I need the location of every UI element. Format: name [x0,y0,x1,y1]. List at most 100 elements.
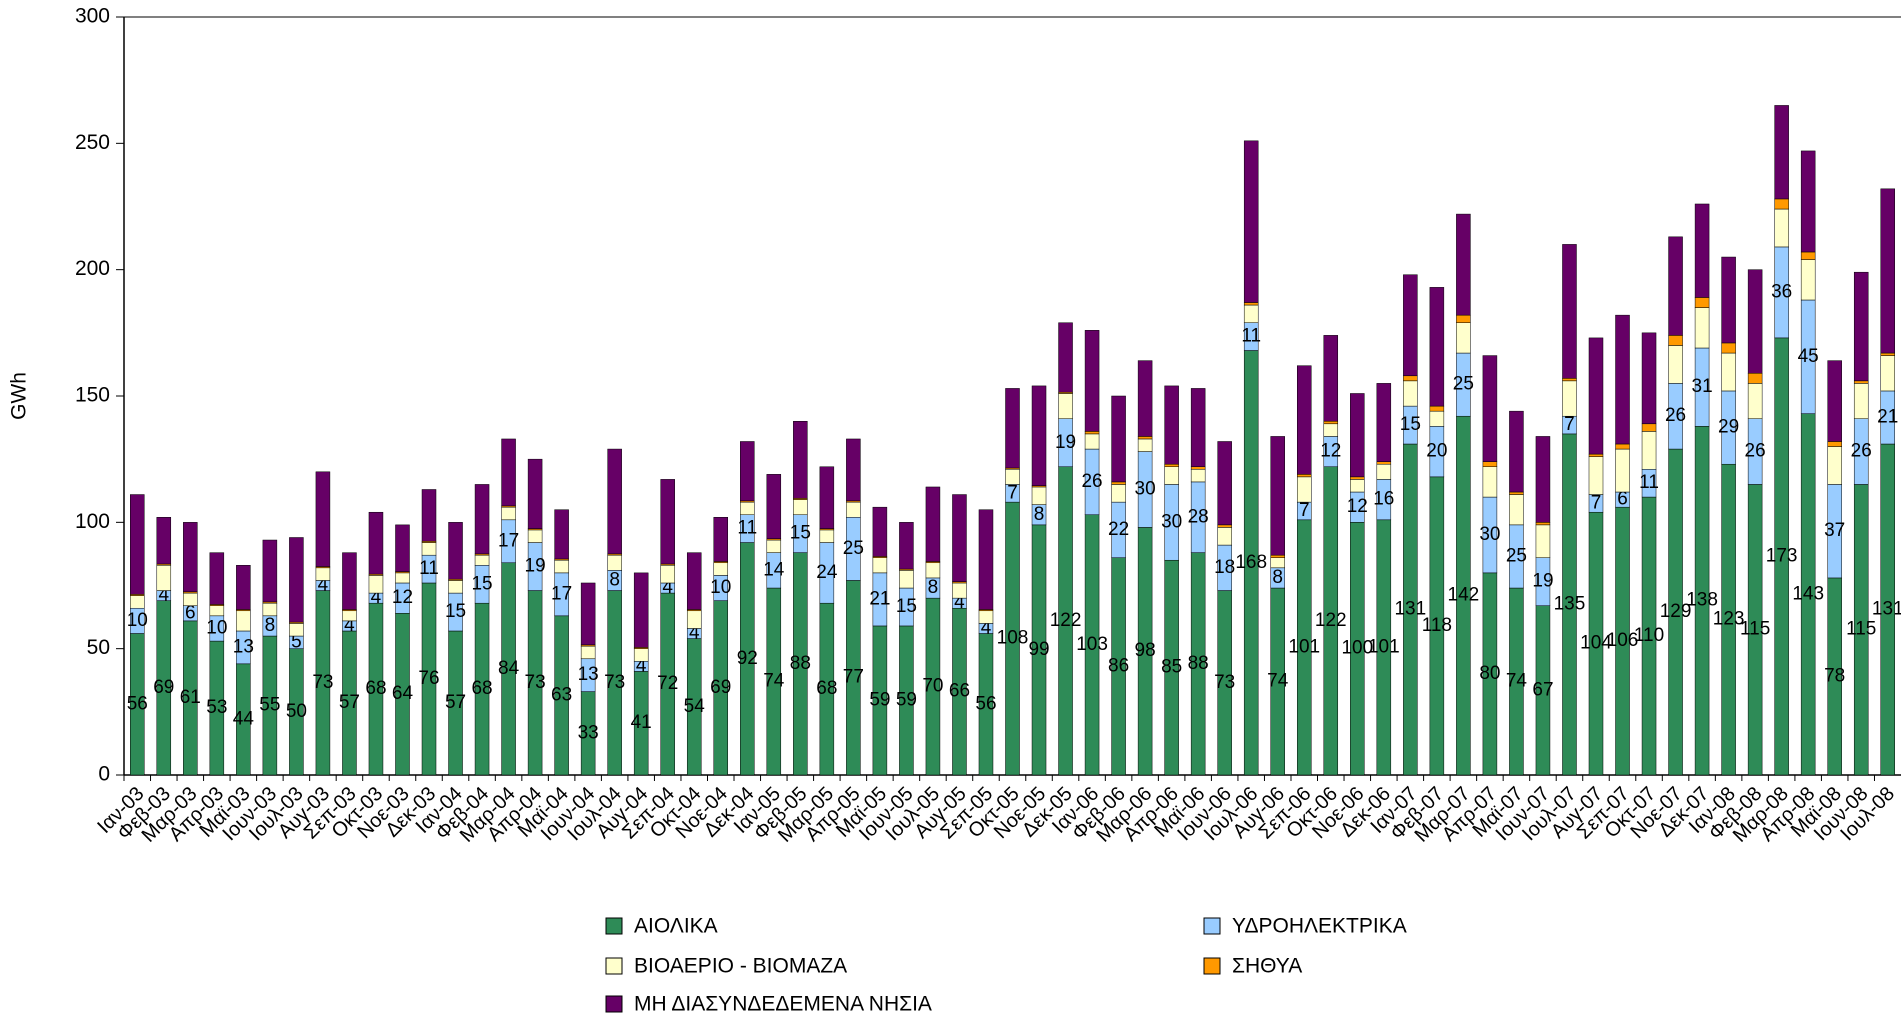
bar-segment [395,572,410,584]
bar-segment [1323,423,1339,437]
data-label: 66 [949,681,970,702]
data-label: 26 [1851,441,1872,462]
data-label: 5 [291,631,302,652]
data-label: 17 [551,583,572,604]
data-label: 99 [1028,639,1049,660]
data-label: 19 [525,556,546,577]
legend-label: ΒΙΟΑΕΡΙΟ - ΒΙΟΜΑΖΑ [634,955,847,978]
bar-segment [474,554,490,566]
data-label: 57 [339,692,360,713]
bar-segment [686,610,702,629]
data-label: 19 [1055,432,1076,453]
bar-segment [1668,335,1683,346]
bar-segment [846,501,861,518]
bar-segment [1668,236,1683,336]
bar-segment [1270,436,1285,556]
y-tick-label: 250 [75,131,110,154]
data-label: 168 [1235,552,1267,573]
data-label: 108 [997,628,1029,649]
bar-segment [421,542,437,556]
bar-segment [130,595,145,609]
bar-segment [660,479,675,565]
bar-segment [1721,352,1736,392]
bar-segment [766,539,782,553]
data-label: 15 [1400,414,1421,435]
bar-segment [448,522,463,580]
bar-segment [1084,433,1100,450]
data-label: 4 [981,617,992,638]
bar-segment [1747,383,1763,419]
bar-segment [1350,393,1365,478]
data-label: 73 [312,672,333,693]
bar-segment [1429,410,1445,427]
bar-segment [1058,393,1073,419]
data-label: 10 [127,610,148,631]
bar-segment [1084,330,1100,432]
data-label: 15 [896,596,917,617]
legend-swatch [605,995,623,1013]
data-label: 15 [445,601,466,622]
bar-segment [1456,322,1471,354]
bar-segment [1429,287,1445,407]
bar-segment [315,567,331,581]
data-label: 25 [1506,545,1527,566]
bar-segment [819,529,835,543]
data-label: 26 [1081,471,1102,492]
y-tick-label: 200 [75,257,110,280]
data-label: 129 [1660,601,1692,622]
bar-segment [899,570,914,589]
bar-segment [1323,335,1339,422]
bar-segment [501,438,516,507]
data-label: 70 [922,676,943,697]
bar-segment [1615,314,1630,445]
data-label: 21 [869,588,890,609]
data-label: 84 [498,658,520,679]
data-label: 56 [975,693,996,714]
data-label: 18 [1214,557,1235,578]
bar-segment [262,602,278,617]
bar-segment [1350,479,1365,493]
y-tick-label: 150 [75,384,110,407]
bar-segment [130,494,145,595]
bar-segment [183,592,198,606]
data-label: 7 [1564,414,1575,435]
bar-segment [289,537,304,623]
bar-segment [1217,524,1232,528]
bar-segment [952,582,967,599]
bar-segment [1694,297,1710,308]
bar-segment [289,623,304,637]
bar-segment [978,610,994,624]
bar-segment [660,565,675,584]
data-label: 142 [1448,585,1480,606]
bar-segment [1031,385,1047,486]
data-label: 12 [1320,441,1341,462]
bar-segment [236,565,251,610]
bar-segment [1296,365,1312,475]
data-label: 7 [1591,492,1602,513]
data-label: 4 [158,585,169,606]
data-label: 86 [1108,655,1129,676]
data-label: 14 [763,559,785,580]
data-label: 77 [843,667,864,688]
data-label: 68 [365,678,386,699]
legend-label: ΜΗ ΔΙΑΣΥΝΔΕΔΕΜΕΝΑ ΝΗΣΙΑ [634,993,932,1016]
bar-segment [1031,486,1047,505]
bar-segment [1190,388,1206,467]
data-label: 67 [1532,679,1553,700]
data-label: 26 [1665,405,1686,426]
data-label: 24 [816,562,838,583]
bar-segment [1588,453,1604,457]
bar-segment [395,524,410,572]
bar-segment [1800,150,1816,253]
bar-segment [1853,383,1869,419]
bar-segment [421,489,437,542]
bar-segment [1880,188,1895,354]
bar-segment [1641,423,1657,432]
legend-swatch [605,957,623,975]
data-label: 72 [657,673,678,694]
bar-segment [1482,355,1498,462]
data-label: 6 [185,602,196,623]
data-label: 73 [525,672,546,693]
bar-segment [1376,463,1392,480]
data-label: 74 [1506,671,1528,692]
